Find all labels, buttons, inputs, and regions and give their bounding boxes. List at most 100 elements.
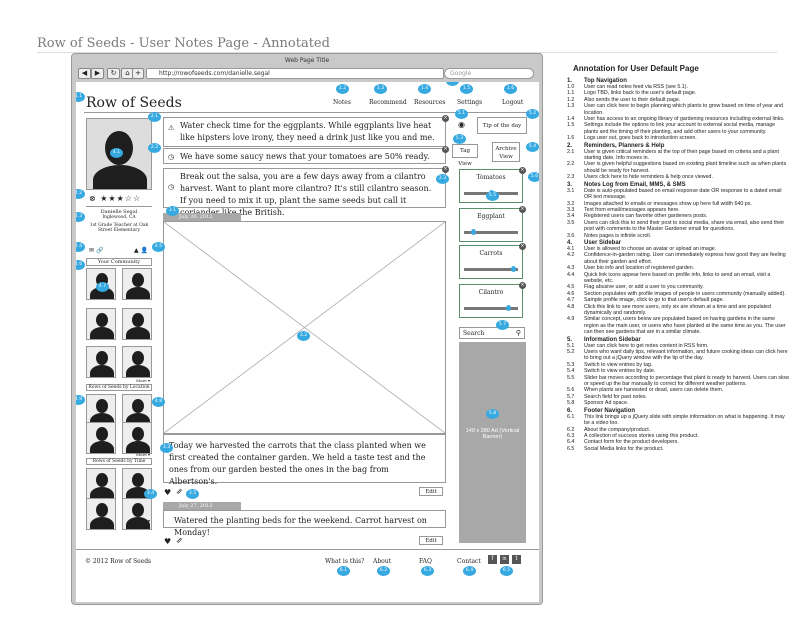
community-member-avatar[interactable]	[86, 394, 116, 426]
harvest-slider[interactable]	[464, 229, 518, 235]
nav-logout[interactable]: Logout	[502, 99, 524, 106]
annotation-item: 6.2 About the company/product.	[567, 426, 651, 433]
annotation-badge: 1.2	[336, 84, 349, 94]
page-viewport: Row of Seeds Notes Recommend Resources S…	[76, 82, 539, 602]
forward-icon[interactable]: ▶	[91, 68, 104, 79]
reminder-text: Break out the salsa, you are a few days …	[180, 172, 432, 217]
note-image-placeholder	[163, 221, 446, 434]
footer-faq[interactable]: FAQ	[419, 558, 432, 565]
add-user-icon[interactable]: 👤	[140, 247, 149, 254]
close-icon[interactable]: ×	[442, 146, 449, 153]
annotation-section-heading: 4. User Sidebar	[567, 239, 622, 246]
twitter-icon[interactable]: t	[512, 555, 521, 564]
tip-of-the-day-button[interactable]: Tip of the day	[477, 117, 527, 134]
close-icon[interactable]: ×	[442, 115, 449, 122]
community-member-avatar[interactable]	[122, 268, 152, 300]
plant-name: Carrots	[479, 250, 503, 257]
site-logo[interactable]: Row of Seeds	[86, 95, 182, 111]
confidence-rating[interactable]: ⊗ ★★★☆☆	[89, 194, 141, 203]
close-icon[interactable]: ×	[442, 166, 449, 173]
annotation-item: 3.1 Date is auto-populated based on email…	[567, 187, 782, 201]
footer-what-is-this[interactable]: What is this?	[325, 558, 365, 565]
footer-about[interactable]: About	[373, 558, 392, 565]
link-icon[interactable]: 🔗	[95, 247, 104, 254]
email-icon[interactable]: ✉	[89, 247, 95, 254]
annotation-item: 1.5 Settings include the options to link …	[567, 122, 776, 135]
edit-button[interactable]: Edit	[419, 487, 443, 496]
harvest-slider[interactable]	[464, 305, 518, 311]
community-member-avatar[interactable]	[122, 346, 152, 378]
nav-resources[interactable]: Resources	[414, 99, 446, 106]
community-member-avatar[interactable]	[122, 422, 152, 454]
window-title: Web Page Title	[284, 57, 330, 64]
annotation-item: 5.5 Slider bar moves according to percent…	[567, 374, 789, 388]
back-icon[interactable]: ◀	[78, 68, 91, 79]
title-divider	[37, 52, 777, 53]
add-tab-icon[interactable]: +	[132, 68, 144, 79]
annotation-badge: 5.1	[455, 109, 468, 119]
archive-view-button[interactable]: Archive View	[492, 142, 520, 162]
share-icon[interactable]: ⇗	[176, 487, 183, 496]
annotation-item: 3.3 Text from email/messages appears here…	[567, 206, 680, 213]
rating-stars[interactable]: ★★★☆☆	[100, 194, 142, 203]
community-member-avatar[interactable]	[122, 498, 152, 530]
community-member-avatar[interactable]	[86, 468, 116, 500]
nav-settings[interactable]: Settings	[457, 99, 483, 106]
delete-plant-icon[interactable]: ×	[519, 282, 526, 289]
favorite-icon[interactable]: ♥	[164, 537, 172, 546]
delete-plant-icon[interactable]: ×	[519, 243, 526, 250]
community-member-avatar[interactable]	[86, 346, 116, 378]
rss-icon[interactable]: ◉	[458, 120, 465, 129]
nav-notes[interactable]: Notes	[333, 99, 351, 106]
your-community-header: Your Community	[86, 258, 152, 266]
community-member-avatar[interactable]	[86, 498, 116, 530]
favorite-icon[interactable]: ♥	[164, 488, 172, 497]
browser-search-input[interactable]: Google	[444, 68, 534, 79]
annotation-badge: 3.3	[160, 443, 173, 453]
plant-name: Cilantro	[478, 289, 504, 296]
slider-handle[interactable]	[510, 266, 516, 272]
search-icon[interactable]: ⚲	[515, 329, 521, 337]
community-member-avatar[interactable]	[122, 308, 152, 340]
ad-banner[interactable]: 140 x 280 Ad (Vertical Banner)	[459, 342, 526, 543]
linkedin-icon[interactable]: in	[500, 555, 509, 564]
more-link[interactable]: More ▾	[136, 518, 151, 523]
share-icon[interactable]: ⇗	[176, 536, 183, 545]
delete-plant-icon[interactable]: ×	[519, 206, 526, 213]
harvest-slider[interactable]	[464, 266, 518, 272]
reminder-text: Water check time for the eggplants. Whil…	[180, 121, 435, 142]
annotation-item: 4.1 User is allowed to choose an avatar o…	[567, 245, 717, 252]
edit-button[interactable]: Edit	[419, 536, 443, 545]
warning-flag-icon[interactable]: ▲	[134, 247, 139, 254]
plant-card: Eggplant ×	[459, 206, 526, 242]
slider-handle[interactable]	[505, 305, 511, 311]
slider-handle[interactable]	[471, 229, 477, 235]
footer-contact[interactable]: Contact	[457, 558, 481, 565]
annotation-item: 3.5 Users can click this to send their po…	[567, 219, 785, 233]
url-bar[interactable]: http://rowofseeds.com/danielle.segal	[146, 68, 444, 79]
annotation-item: 1.4 User has access to an ongoing library…	[567, 116, 785, 123]
notes-search-input[interactable]: Search ⚲	[459, 327, 525, 339]
more-link[interactable]: More ▾	[136, 452, 151, 457]
annotation-badge: 1.3	[374, 84, 387, 94]
refresh-icon[interactable]: ↻	[107, 68, 120, 79]
facebook-icon[interactable]: f	[488, 555, 497, 564]
more-link[interactable]: More ▾	[136, 378, 151, 383]
annotation-badge: 4.6	[76, 260, 85, 270]
flag-icon[interactable]: ⊗	[89, 194, 97, 203]
note-text: Today we harvested the carrots that the …	[163, 434, 446, 486]
delete-plant-icon[interactable]: ×	[519, 167, 526, 174]
annotation-item: 1.3 User can click here to begin planning…	[567, 103, 784, 116]
annotation-section-heading: 3. Notes Log from Email, MMS, & SMS	[567, 181, 686, 188]
user-bio: Danielle Segal Inglewood, CA 1st Grade T…	[86, 206, 152, 233]
annotation-badge: 1.4	[418, 84, 431, 94]
community-member-avatar[interactable]	[86, 422, 116, 454]
tag-view-button[interactable]: Tag View	[452, 144, 478, 167]
user-actions: ▲ 👤	[134, 247, 148, 254]
annotation-sections: 1. Top Navigation 1.0 User can read notes f…	[567, 78, 790, 452]
annotation-item: 1.2 Also sends the user to their default …	[567, 96, 681, 103]
browser-window: Web Page Title ◀ ▶ ↻ ⌂ + http://rowofsee…	[71, 53, 543, 605]
nav-recommend[interactable]: Recommend	[369, 99, 407, 106]
community-member-avatar[interactable]	[86, 308, 116, 340]
annotation-item: 5.4 Switch to view entries by date.	[567, 368, 656, 375]
